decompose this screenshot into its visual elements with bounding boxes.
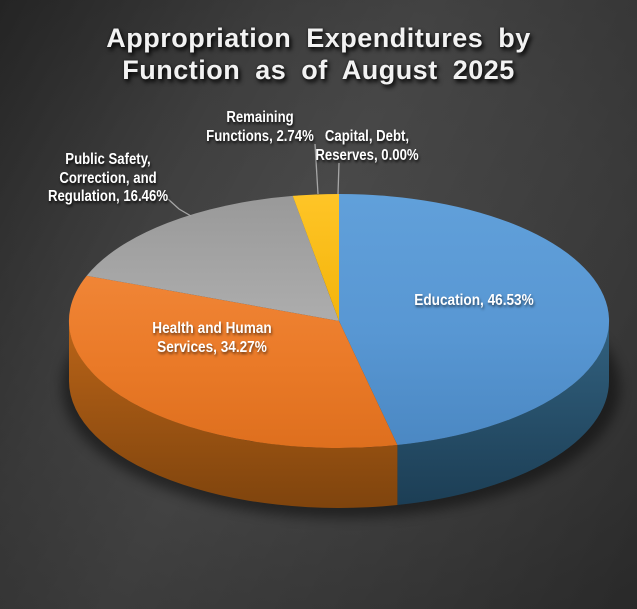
slice-public-safety (86, 195, 339, 321)
slice-education (339, 194, 610, 445)
chart-title: Appropriation Expenditures by Function a… (0, 22, 637, 86)
slice-side-education (397, 321, 609, 505)
leader-line-public-safety (167, 198, 192, 217)
leader-line-capital (337, 162, 340, 195)
slice-health (68, 275, 398, 449)
slice-remaining (292, 194, 339, 321)
data-label-public-safety-line1: Public Safety, (65, 151, 151, 168)
data-label-capital-line2: Reserves, 0.00% (315, 146, 419, 164)
chart-title-line1: Appropriation Expenditures by (106, 23, 531, 53)
data-label-health-line2: Services, 34.27% (157, 338, 267, 356)
leader-line-remaining (314, 143, 319, 195)
data-label-remaining-line1: Remaining (226, 109, 294, 126)
data-label-remaining: Remaining Functions, 2.74% (206, 108, 314, 146)
chart-title-line2: Function as of August 2025 (122, 55, 515, 85)
data-label-education: Education, 46.53% (414, 292, 533, 311)
data-label-capital: Capital, Debt, Reserves, 0.00% (315, 128, 418, 165)
data-label-capital-line1: Capital, Debt, (324, 128, 410, 145)
data-label-public-safety: Public Safety, Correction, and Regulatio… (48, 151, 168, 207)
data-label-public-safety-line3: Regulation, 16.46% (47, 188, 169, 205)
data-label-health-line1: Health and Human (152, 320, 272, 337)
data-label-education-text: Education, 46.53% (414, 292, 534, 309)
slice-side-health (68, 321, 398, 509)
data-label-health: Health and Human Services, 34.27% (152, 320, 271, 357)
data-label-remaining-line2: Functions, 2.74% (206, 128, 314, 145)
data-label-public-safety-line2: Correction, and (59, 169, 157, 187)
